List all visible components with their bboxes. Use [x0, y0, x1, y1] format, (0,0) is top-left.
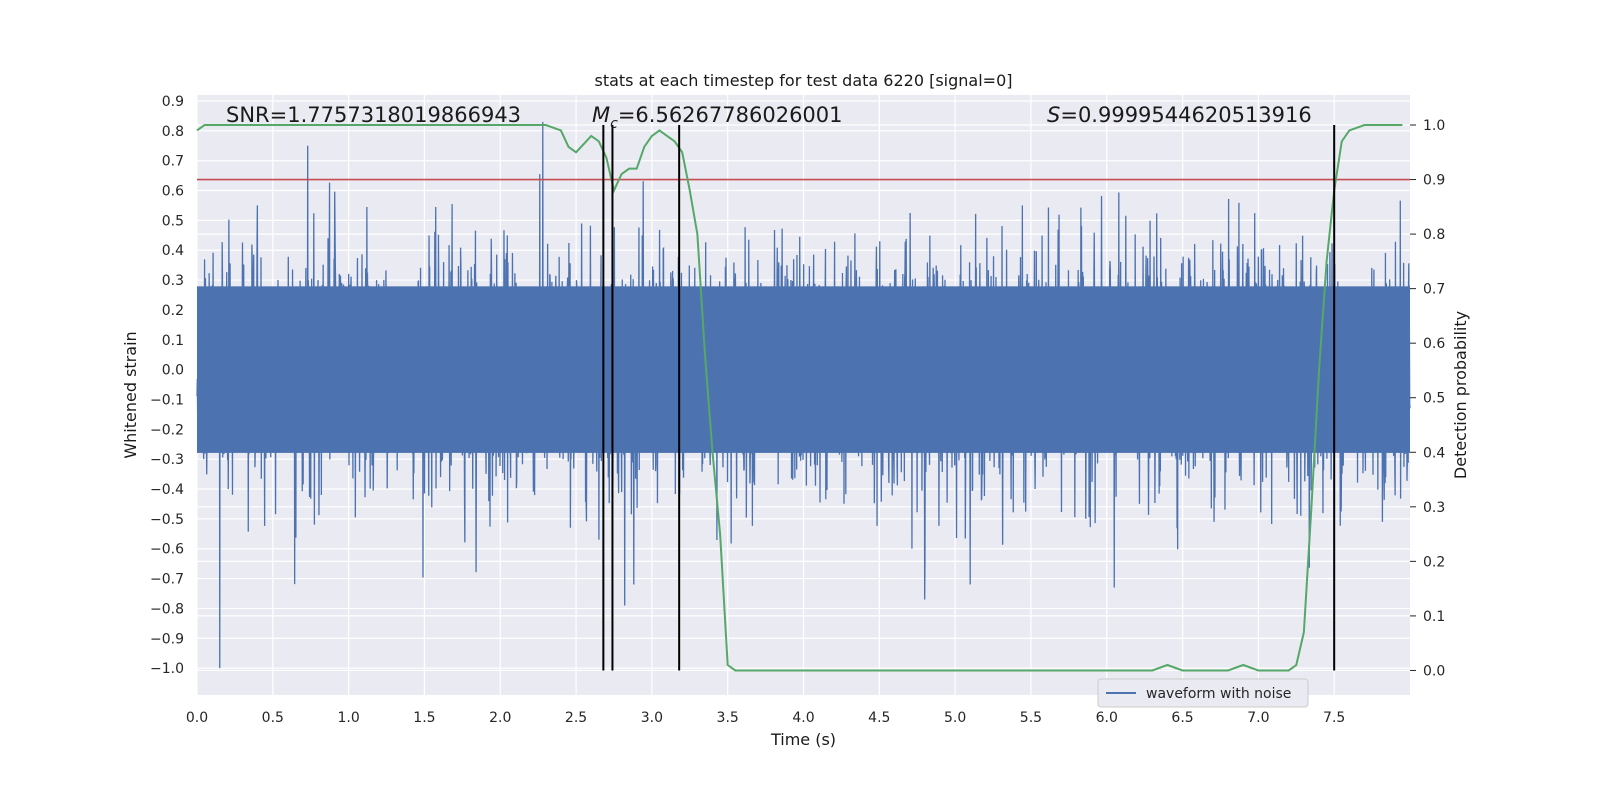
- y2-tick-label: 0.9: [1423, 173, 1445, 189]
- y2-tick-label: 0.1: [1423, 609, 1445, 625]
- waveform-line: [196, 121, 1411, 669]
- s-annotation: S=0.9999544620513916: [1047, 103, 1312, 127]
- y-tick-label: 0.9: [162, 94, 184, 110]
- y-tick-label: −0.7: [150, 572, 184, 588]
- y2-tick-label: 0.2: [1423, 554, 1445, 570]
- x-tick-label: 0.5: [262, 710, 284, 726]
- x-tick-label: 2.0: [489, 710, 511, 726]
- y-tick-label: −0.2: [150, 422, 184, 438]
- y-tick-label: −0.4: [150, 482, 184, 498]
- marker-lines: [602, 125, 1336, 671]
- s-value: =0.9999544620513916: [1060, 103, 1311, 127]
- x-tick-label: 1.5: [413, 710, 435, 726]
- legend: waveform with noise: [1097, 678, 1309, 708]
- x-tick-label: 4.5: [868, 710, 890, 726]
- chart-title: stats at each timestep for test data 622…: [594, 71, 1012, 90]
- mc-symbol: M: [592, 103, 610, 127]
- legend-label-waveform: waveform with noise: [1146, 686, 1291, 702]
- y-tick-label: 0.5: [162, 213, 184, 229]
- y-tick-label: 0.6: [162, 184, 184, 200]
- y-tick-label: −0.5: [150, 512, 184, 528]
- y2-tick-label: 0.4: [1423, 445, 1445, 461]
- y-tick-label: −1.0: [150, 661, 184, 677]
- y-tick-label: 0.3: [162, 273, 184, 289]
- x-tick-label: 3.5: [717, 710, 739, 726]
- waveform-series: [196, 121, 1411, 669]
- y2-tick-label: 0.7: [1423, 282, 1445, 298]
- y-tick-label: −0.6: [150, 542, 184, 558]
- snr-annotation: SNR=1.7757318019866943: [226, 103, 521, 127]
- x-tick-label: 6.5: [1171, 710, 1193, 726]
- y-tick-label: 0.1: [162, 333, 184, 349]
- y2-tick-label: 0.3: [1423, 500, 1445, 516]
- y-tick-label: −0.3: [150, 452, 184, 468]
- s-symbol: S: [1047, 103, 1060, 127]
- x-tick-label: 4.0: [792, 710, 814, 726]
- chirp-mass-annotation: Mc=6.56267786026001: [592, 103, 843, 132]
- y-tick-label: −0.1: [150, 392, 184, 408]
- mc-value: =6.56267786026001: [618, 103, 843, 127]
- probability-series: [196, 124, 1403, 672]
- y2-tick-label: 0.5: [1423, 391, 1445, 407]
- x-tick-label: 7.5: [1323, 710, 1345, 726]
- y2-tick-label: 1.0: [1423, 118, 1445, 134]
- probability-line: [196, 124, 1403, 672]
- y2-tick-label: 0.8: [1423, 227, 1445, 243]
- tick-labels: 0.0 0.5 1.0 1.5 2.0 2.5 3.0 3.5 4.0 4.5 5.0 5.5 6.0 6…: [150, 94, 1445, 726]
- y-axis-label: Whitened strain: [121, 331, 140, 458]
- y2-axis-label: Detection probability: [1451, 311, 1470, 479]
- y-tick-label: −0.8: [150, 601, 184, 617]
- x-tick-label: 3.0: [641, 710, 663, 726]
- x-tick-label: 5.5: [1020, 710, 1042, 726]
- x-tick-label: 0.0: [186, 710, 208, 726]
- x-tick-label: 7.0: [1247, 710, 1269, 726]
- y-tick-label: 0.8: [162, 124, 184, 140]
- x-tick-label: 1.0: [337, 710, 359, 726]
- y-tick-label: 0.0: [162, 363, 184, 379]
- y2-tick-label: 0.0: [1423, 663, 1445, 679]
- x-tick-label: 5.0: [944, 710, 966, 726]
- x-tick-label: 2.5: [565, 710, 587, 726]
- y2-tick-label: 0.6: [1423, 336, 1445, 352]
- legend-box: [1097, 678, 1309, 708]
- y-tick-label: 0.7: [162, 154, 184, 170]
- y-tick-label: 0.2: [162, 303, 184, 319]
- y-tick-label: 0.4: [162, 243, 184, 259]
- y-tick-label: −0.9: [150, 631, 184, 647]
- x-tick-label: 6.0: [1096, 710, 1118, 726]
- mc-subscript: c: [610, 116, 618, 132]
- x-axis-label: Time (s): [770, 730, 836, 749]
